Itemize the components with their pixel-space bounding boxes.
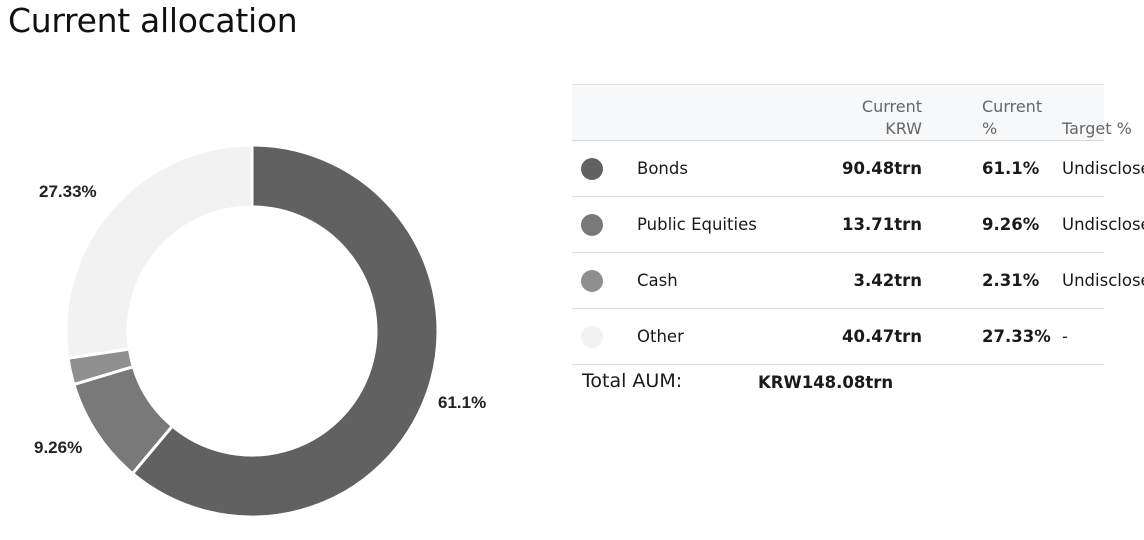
table-body: Bonds 90.48trn 61.1% Undisclosed Public … — [572, 141, 1144, 365]
header-current-pct-line2: % — [982, 119, 998, 138]
header-current-krw-line2: KRW — [885, 119, 922, 138]
row-pct: 2.31% — [922, 253, 1039, 309]
row-target: - — [1002, 309, 1104, 365]
donut-slice-other[interactable] — [64, 143, 254, 360]
row-pct: 27.33% — [922, 309, 1051, 365]
total-aum-label: Total AUM: — [582, 370, 683, 392]
row-name: Public Equities — [637, 215, 757, 234]
row-target: Undisclosed — [1002, 141, 1144, 197]
legend-swatch-cash — [581, 269, 603, 292]
legend-swatch-public-equities — [581, 213, 603, 236]
donut-slices — [64, 143, 440, 519]
row-name: Cash — [637, 271, 678, 290]
row-krw: 40.47trn — [842, 327, 922, 346]
allocation-donut-chart: 61.1% 9.26% 27.33% — [34, 143, 486, 519]
row-name: Bonds — [637, 159, 688, 178]
row-target-value: Undisclosed — [1062, 215, 1144, 234]
row-pct-value: 27.33% — [982, 327, 1051, 346]
donut-slice-bonds[interactable] — [130, 143, 440, 519]
legend-swatch-other — [581, 325, 603, 348]
row-target-value: Undisclosed — [1062, 159, 1144, 178]
row-target-value: - — [1062, 327, 1068, 346]
row-swatch-cell — [572, 141, 637, 197]
allocation-table: Current KRW Current % Target % — [572, 84, 1144, 365]
header-current-pct: Current % — [922, 85, 1042, 141]
header-name-cell — [637, 85, 787, 141]
row-name: Other — [637, 327, 684, 346]
row-pct: 9.26% — [922, 197, 1039, 253]
row-swatch-cell — [572, 309, 637, 365]
slice-label-bonds: 61.1% — [438, 393, 486, 412]
row-pct-value: 9.26% — [982, 215, 1040, 234]
total-aum-row: Total AUM: KRW148.08trn — [582, 370, 1102, 398]
header-target-pct: Target % — [1002, 85, 1132, 141]
row-target-value: Undisclosed — [1062, 271, 1144, 290]
row-pct-value: 2.31% — [982, 271, 1040, 290]
row-krw: 3.42trn — [853, 271, 922, 290]
header-swatch-cell — [572, 85, 637, 141]
table-header: Current KRW Current % Target % — [572, 84, 1132, 141]
row-pct: 61.1% — [922, 141, 1039, 197]
header-current-krw-line1: Current — [861, 97, 922, 116]
page-title: Current allocation — [8, 1, 298, 40]
row-target: Undisclosed — [1002, 253, 1144, 309]
row-swatch-cell — [572, 197, 637, 253]
table-header-row: Current KRW Current % Target % — [572, 84, 1132, 141]
table-row: Bonds 90.48trn 61.1% Undisclosed — [572, 141, 1144, 197]
slice-label-other: 27.33% — [39, 182, 97, 201]
row-krw: 13.71trn — [842, 215, 922, 234]
row-swatch-cell — [572, 253, 637, 309]
header-target-pct-label: Target % — [1062, 119, 1132, 138]
header-current-krw: Current KRW — [787, 85, 922, 141]
allocation-table-wrapper: Current KRW Current % Target % — [572, 84, 1144, 365]
total-aum-value: KRW148.08trn — [758, 373, 894, 392]
row-target: Undisclosed — [1002, 197, 1144, 253]
table-row: Cash 3.42trn 2.31% Undisclosed — [572, 253, 1144, 309]
legend-swatch-bonds — [581, 157, 603, 180]
table-row: Other 40.47trn 27.33% - — [572, 309, 1104, 365]
row-pct-value: 61.1% — [982, 159, 1040, 178]
table-row: Public Equities 13.71trn 9.26% Undisclos… — [572, 197, 1144, 253]
donut-slice-labels: 61.1% 9.26% 27.33% — [34, 182, 486, 457]
header-current-pct-line1: Current — [982, 97, 1043, 116]
slice-label-public-equities: 9.26% — [34, 438, 82, 457]
row-krw: 90.48trn — [842, 159, 922, 178]
